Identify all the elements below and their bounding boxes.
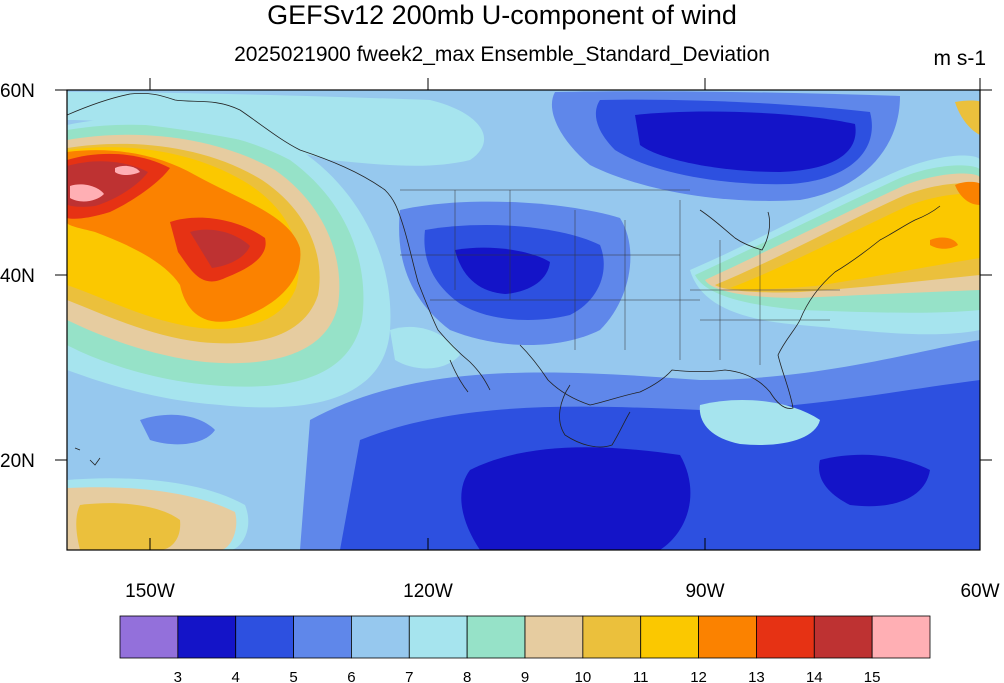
map-frame: [66, 89, 981, 551]
state-borders: [400, 189, 840, 365]
colorbar-label: 9: [521, 669, 529, 683]
lat-label-40n: 40N: [0, 266, 35, 287]
lon-label-150w: 150W: [125, 581, 175, 602]
colorbar-label: 3: [174, 669, 182, 683]
lat-label-20n: 20N: [0, 451, 35, 472]
colorbar-label: 15: [864, 669, 881, 683]
colorbar-swatch: [408, 615, 468, 659]
map-title: GEFSv12 200mb U-component of wind: [267, 0, 737, 30]
colorbar-label: 13: [748, 669, 765, 683]
lon-label-90w: 90W: [685, 581, 724, 602]
map-subtitle: 2025021900 fweek2_max Ensemble_Standard_…: [234, 43, 770, 66]
colorbar-swatch: [466, 615, 526, 659]
colorbar-label: 11: [633, 669, 649, 683]
colorbar-swatch: [119, 615, 179, 659]
colorbar: 3 4 5 6 7 8 9 10 11 12 13 14 15: [119, 615, 931, 683]
colorbar-swatch: [582, 615, 642, 659]
colorbar-swatch: [640, 615, 699, 659]
colorbar-label: 10: [575, 669, 592, 683]
colorbar-label: 8: [463, 669, 471, 683]
lon-label-60w: 60W: [960, 581, 999, 602]
axis-ticks: [55, 78, 992, 550]
colorbar-swatch: [524, 615, 584, 659]
colorbar-label: 5: [289, 669, 297, 683]
colorbar-label: 6: [347, 669, 355, 683]
colorbar-swatch: [698, 615, 757, 659]
colorbar-swatch: [235, 615, 294, 659]
colorbar-label: 14: [806, 669, 823, 683]
colorbar-swatch: [177, 615, 237, 659]
colorbar-label: 4: [232, 669, 240, 683]
coastlines: [67, 92, 941, 466]
lon-label-120w: 120W: [403, 581, 453, 602]
colorbar-swatch: [351, 615, 410, 659]
units-label: m s-1: [933, 47, 987, 70]
colorbar-swatch: [813, 615, 873, 659]
colorbar-swatch: [756, 615, 815, 659]
colorbar-swatch: [293, 615, 352, 659]
colorbar-swatch: [871, 615, 931, 659]
lat-label-60n: 60N: [0, 81, 35, 102]
contour-field: [67, 90, 980, 550]
colorbar-label: 7: [405, 669, 413, 683]
colorbar-label: 12: [690, 669, 707, 683]
